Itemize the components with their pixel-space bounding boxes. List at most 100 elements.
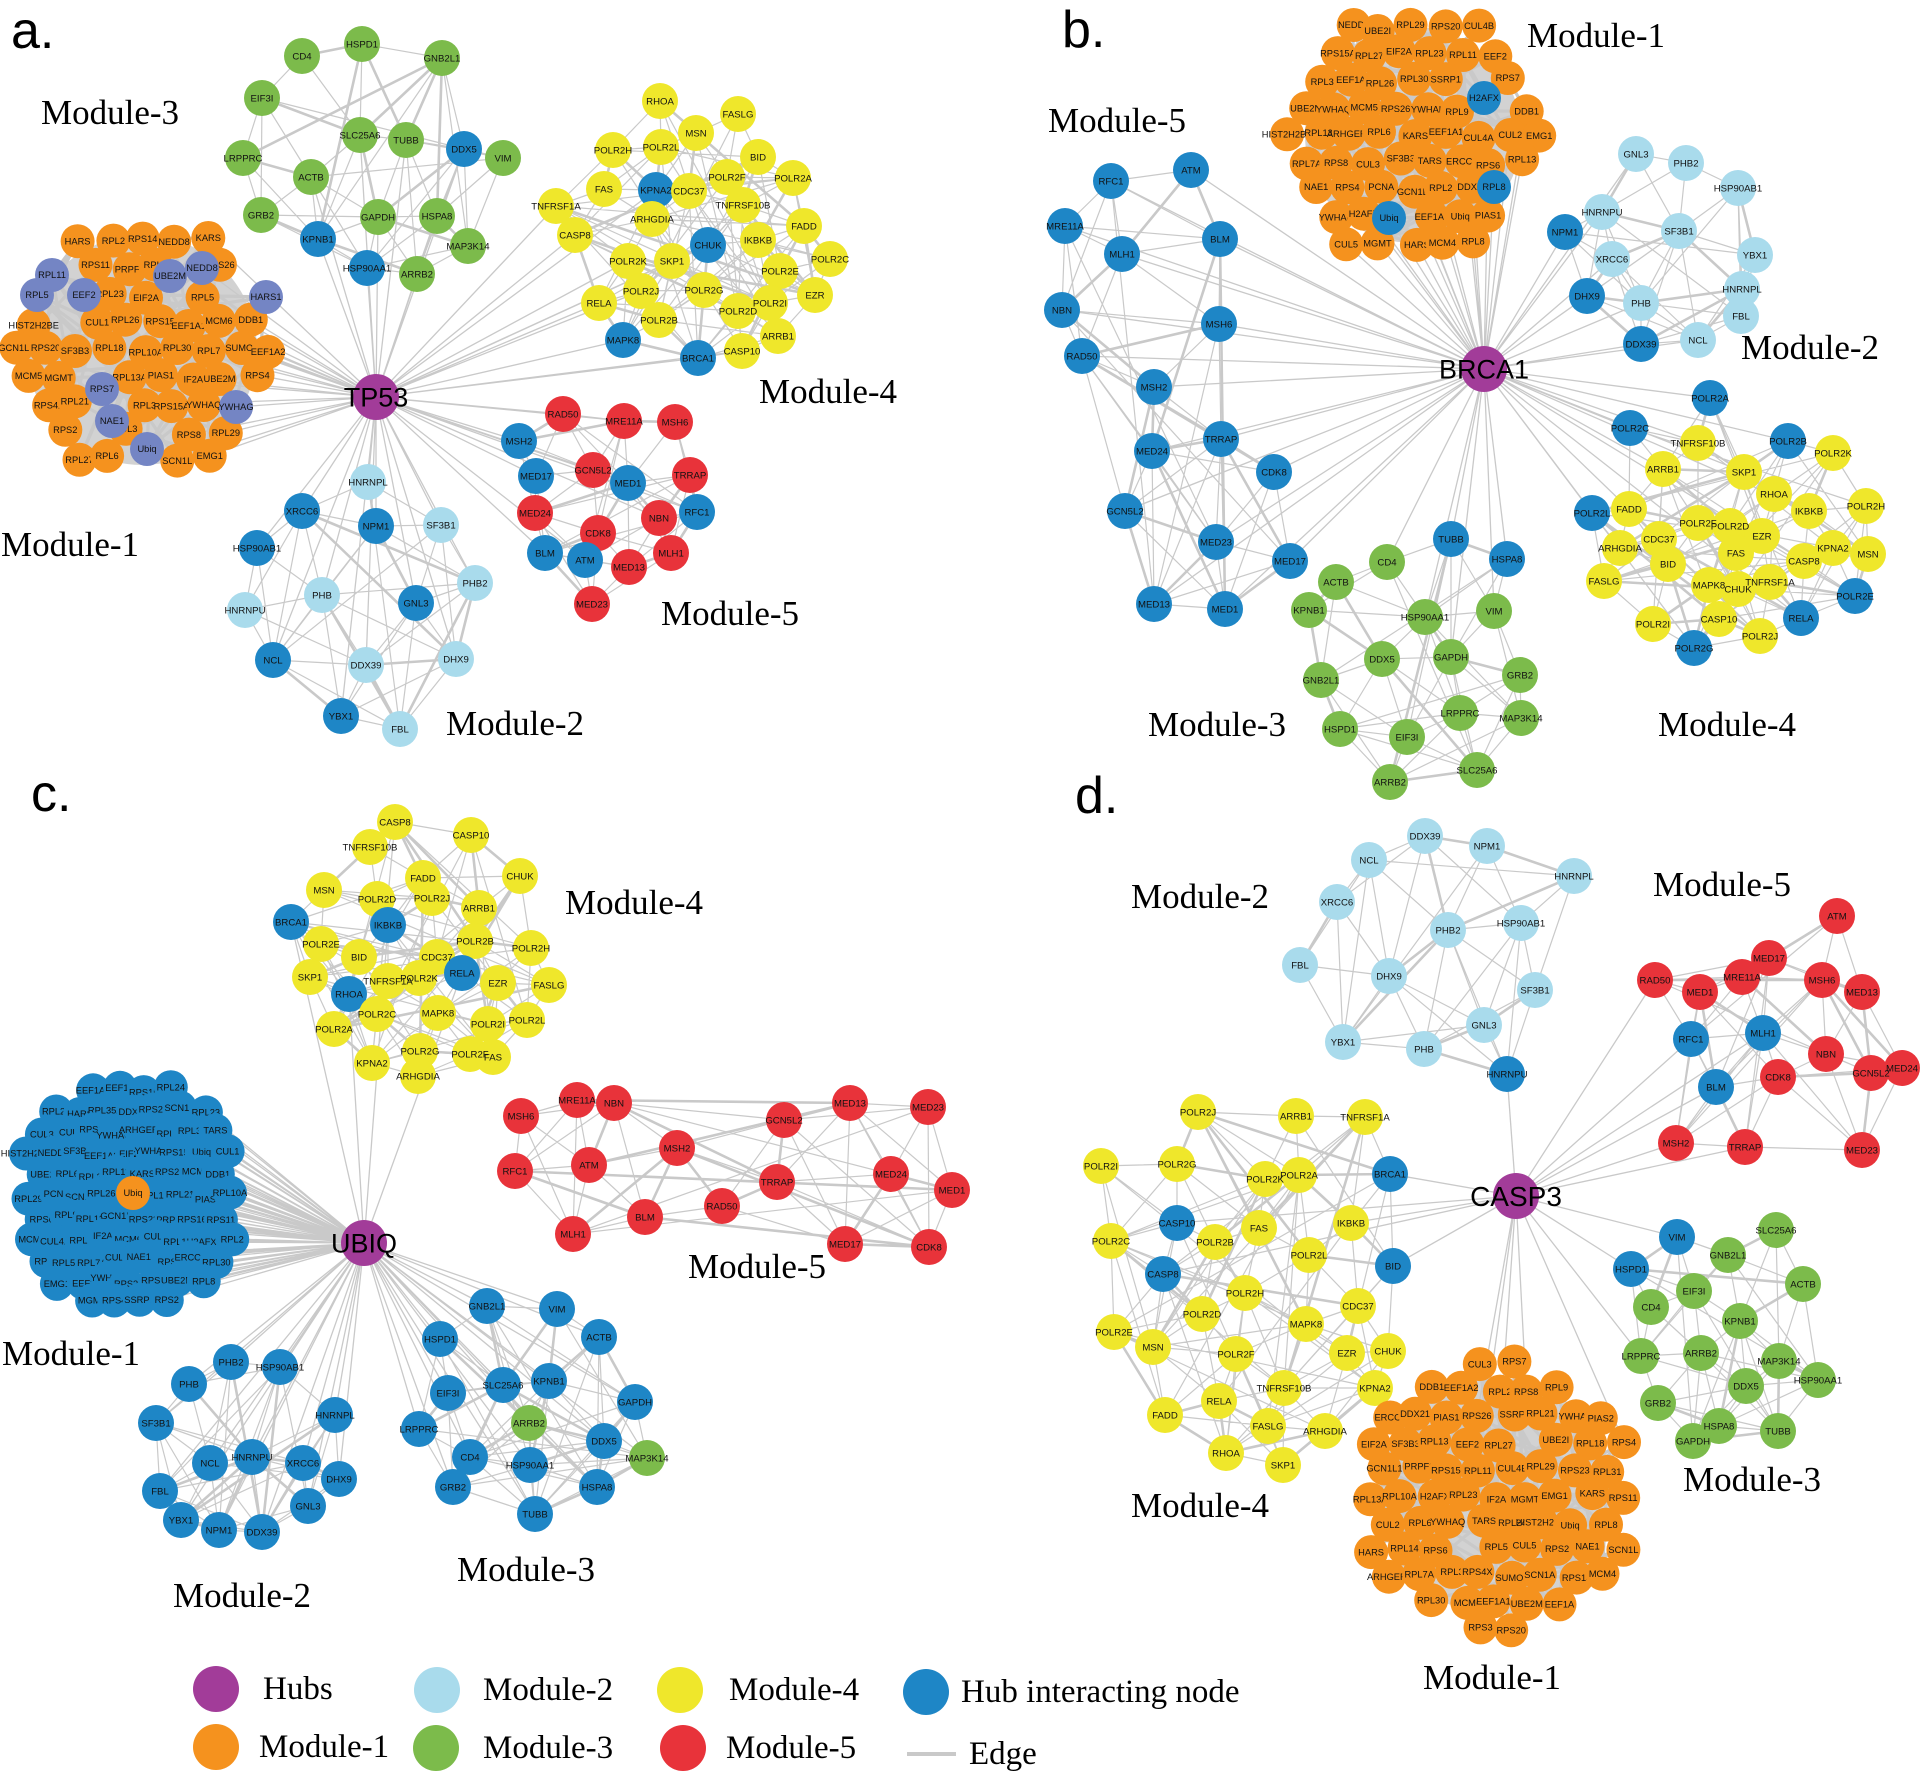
svg-text:Module-5: Module-5 (726, 1730, 856, 1766)
svg-text:RAD50: RAD50 (1067, 351, 1098, 362)
svg-text:NPM1: NPM1 (1552, 227, 1579, 238)
svg-text:YBX1: YBX1 (169, 1515, 194, 1526)
svg-text:RPL7A: RPL7A (1292, 159, 1322, 169)
svg-text:RPS3: RPS3 (114, 1279, 138, 1289)
svg-text:ARHGDIA: ARHGDIA (396, 1071, 440, 1082)
svg-text:MED24: MED24 (1136, 446, 1169, 457)
svg-text:HSP90AB1: HSP90AB1 (256, 1362, 305, 1373)
svg-text:DDX5: DDX5 (1733, 1381, 1759, 1392)
svg-text:RPL5: RPL5 (1485, 1542, 1508, 1552)
svg-text:FBL: FBL (1291, 960, 1309, 971)
svg-text:MED17: MED17 (520, 471, 552, 482)
svg-text:b.: b. (1062, 1, 1105, 59)
svg-text:CASP10: CASP10 (453, 830, 490, 841)
svg-text:RPL13A: RPL13A (1304, 128, 1339, 138)
svg-text:HSP90AA1: HSP90AA1 (1401, 612, 1450, 623)
svg-text:FAS: FAS (1727, 548, 1745, 559)
svg-text:MED23: MED23 (576, 599, 608, 610)
svg-text:Module-3: Module-3 (1148, 705, 1286, 744)
svg-text:NAE1: NAE1 (100, 416, 124, 426)
svg-text:TUBB: TUBB (522, 1509, 548, 1520)
svg-text:RPL6: RPL6 (1408, 1518, 1431, 1528)
svg-text:EZR: EZR (1752, 531, 1771, 542)
svg-text:POLR2D: POLR2D (358, 894, 396, 905)
svg-text:EEF2: EEF2 (1484, 52, 1507, 62)
svg-text:CUL4B: CUL4B (1464, 21, 1494, 31)
svg-text:RPL13A: RPL13A (1353, 1494, 1388, 1504)
svg-text:Module-1: Module-1 (1423, 1658, 1561, 1697)
svg-text:BRCA1: BRCA1 (682, 353, 714, 364)
svg-text:RPS14: RPS14 (128, 234, 157, 244)
svg-text:KARS: KARS (196, 233, 221, 243)
svg-text:EIF2A: EIF2A (133, 293, 160, 303)
svg-text:MGMT: MGMT (44, 373, 73, 383)
svg-text:DHX9: DHX9 (443, 654, 469, 665)
svg-text:POLR2G: POLR2G (401, 1046, 440, 1057)
svg-text:GAPDH: GAPDH (361, 212, 395, 223)
svg-text:POLR2K: POLR2K (1246, 1174, 1284, 1185)
svg-text:EIF3I: EIF3I (251, 93, 274, 104)
svg-text:XRCC6: XRCC6 (1321, 897, 1354, 908)
svg-text:GCN1L1: GCN1L1 (0, 343, 34, 353)
svg-text:EEF1A1: EEF1A1 (171, 321, 206, 331)
svg-text:ARHGEF4: ARHGEF4 (1327, 129, 1371, 139)
svg-text:POLR2H: POLR2H (1226, 1288, 1264, 1299)
svg-text:RPS20: RPS20 (155, 1167, 184, 1177)
svg-text:MED24: MED24 (875, 1169, 908, 1180)
svg-text:MSN: MSN (685, 128, 706, 139)
svg-text:CUL2: CUL2 (144, 1232, 168, 1242)
svg-text:DDX5: DDX5 (591, 1436, 617, 1447)
svg-text:MGMT: MGMT (1511, 1494, 1540, 1504)
svg-text:BLM: BLM (1706, 1082, 1726, 1093)
svg-text:CASP8: CASP8 (1147, 1269, 1178, 1280)
svg-text:ATM: ATM (1827, 911, 1847, 922)
svg-text:SKP1: SKP1 (298, 972, 323, 983)
svg-text:RHOA: RHOA (335, 989, 363, 1000)
svg-text:POLR2H: POLR2H (1847, 501, 1885, 512)
svg-text:HSPD1: HSPD1 (1615, 1264, 1647, 1275)
svg-text:HSPA8: HSPA8 (1704, 1421, 1735, 1432)
svg-text:HNRNPU: HNRNPU (1581, 207, 1622, 218)
svg-text:YWHAQ: YWHAQ (134, 1146, 169, 1156)
svg-text:MSH2: MSH2 (664, 1143, 691, 1154)
svg-text:RPL30: RPL30 (163, 343, 191, 353)
svg-text:YBX1: YBX1 (329, 711, 354, 722)
svg-text:MED17: MED17 (829, 1239, 861, 1250)
svg-text:KPNA2: KPNA2 (1359, 1383, 1390, 1394)
svg-text:GRB2: GRB2 (1507, 670, 1533, 681)
svg-text:SF3B1: SF3B1 (1520, 985, 1549, 996)
svg-text:UBE2I: UBE2I (30, 1170, 57, 1180)
svg-text:YWHAQ: YWHAQ (1316, 105, 1351, 115)
svg-text:DHX9: DHX9 (326, 1474, 352, 1485)
svg-text:RPL9: RPL9 (1545, 1382, 1568, 1392)
svg-text:RPS4: RPS4 (245, 370, 269, 380)
svg-text:RPS6: RPS6 (1476, 160, 1500, 170)
svg-text:DDX5: DDX5 (451, 144, 477, 155)
svg-text:RELA: RELA (1206, 1396, 1232, 1407)
svg-text:TARS: TARS (203, 1126, 227, 1136)
svg-text:POLR2C: POLR2C (1611, 423, 1649, 434)
svg-text:Module-4: Module-4 (565, 883, 703, 922)
svg-text:PCNA: PCNA (1368, 182, 1395, 192)
svg-text:GCN1L1: GCN1L1 (1366, 1464, 1402, 1474)
svg-text:MSN: MSN (313, 885, 334, 896)
svg-text:POLR2L: POLR2L (643, 142, 680, 153)
svg-text:EIF2A: EIF2A (1361, 1439, 1388, 1449)
svg-text:RPL18: RPL18 (156, 1129, 184, 1139)
svg-text:FADD: FADD (410, 873, 436, 884)
svg-text:YWHAG: YWHAG (1558, 1411, 1593, 1421)
svg-text:SCN1L: SCN1L (1608, 1545, 1638, 1555)
svg-text:GRB2: GRB2 (440, 1482, 466, 1493)
svg-text:PHB: PHB (179, 1379, 199, 1390)
svg-text:EEF2: EEF2 (72, 1278, 95, 1288)
svg-text:MED1: MED1 (1687, 987, 1714, 998)
svg-text:POLR2B: POLR2B (456, 936, 494, 947)
svg-text:EEF1A: EEF1A (105, 1083, 135, 1093)
svg-text:CUL5: CUL5 (1334, 240, 1358, 250)
svg-text:EEF1A2: EEF1A2 (1444, 1383, 1479, 1393)
svg-text:FADD: FADD (791, 221, 817, 232)
svg-text:NPM1: NPM1 (206, 1525, 233, 1536)
svg-text:FASLG: FASLG (723, 109, 754, 120)
svg-text:POLR2D: POLR2D (1711, 521, 1749, 532)
svg-text:Module-2: Module-2 (1131, 877, 1269, 916)
